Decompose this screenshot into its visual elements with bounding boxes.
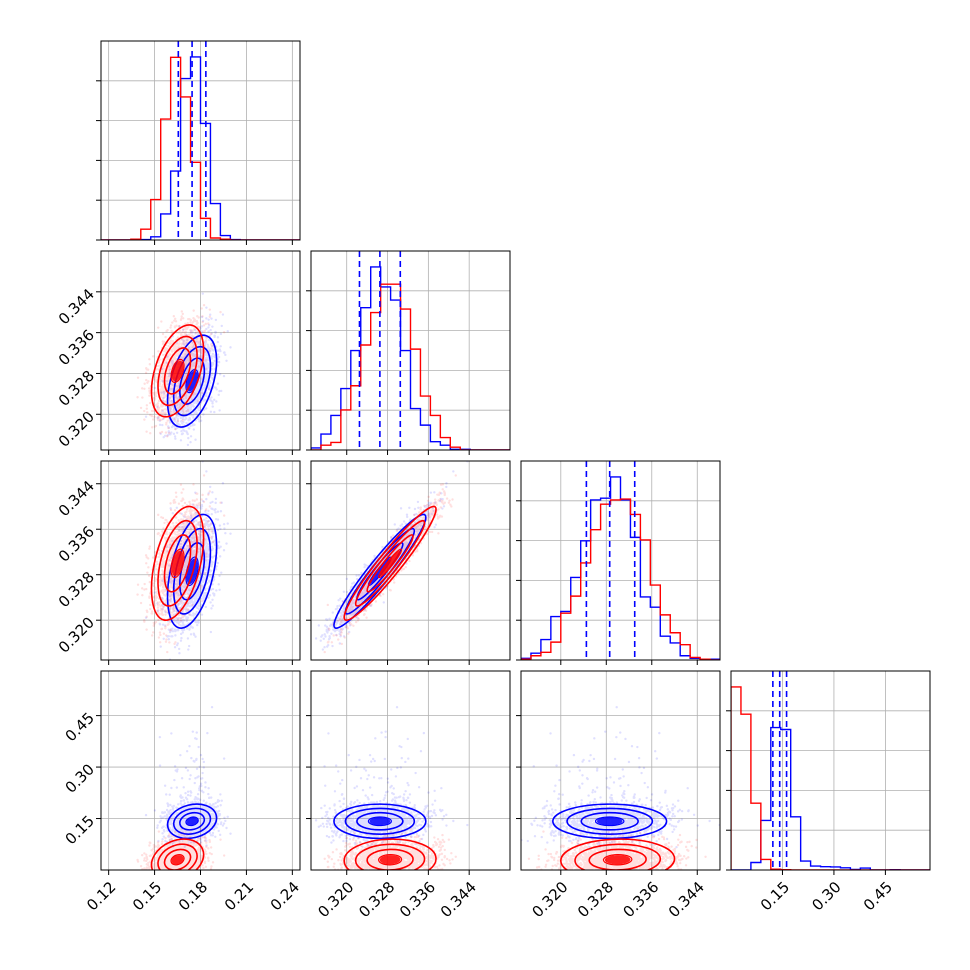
- contour-series-1-level-2: [157, 335, 198, 407]
- y-tick-label: 0.344: [55, 477, 98, 520]
- contour-series-1-level-2: [574, 843, 662, 870]
- x-tick-label: 0.328: [574, 878, 617, 921]
- histogram-panel-0: [96, 40, 301, 245]
- scatter-panel-1-0: [96, 250, 301, 455]
- contour-series-1-level-0: [602, 853, 633, 866]
- histogram-series-0: [521, 476, 720, 660]
- contour-series-1-level-2: [354, 519, 426, 607]
- x-tick-label: 0.336: [619, 878, 662, 921]
- contour-series-1-level-1: [366, 534, 414, 593]
- contour-series-0-level-1: [580, 811, 639, 831]
- contour-series-0-level-2: [566, 807, 654, 835]
- y-tick-label: 0.320: [55, 613, 98, 656]
- histogram-panel-1: [306, 250, 511, 455]
- x-tick-label: 0.15: [757, 878, 793, 914]
- contour-series-0-level-3: [166, 803, 218, 840]
- scatter-panel-3-0: [96, 670, 301, 875]
- y-tick-label: 0.320: [55, 408, 98, 451]
- contour-series-0-level-0: [185, 816, 199, 827]
- x-tick-label: 0.344: [437, 878, 480, 921]
- x-tick-label: 0.24: [267, 878, 303, 914]
- x-tick-label: 0.30: [808, 878, 844, 914]
- y-tick-label: 0.45: [62, 709, 98, 745]
- contour-series-1-level-0: [170, 548, 185, 579]
- scatter-panel-2-1: [306, 460, 511, 665]
- histogram-series-1: [311, 283, 510, 450]
- x-tick-label: 0.320: [528, 878, 571, 921]
- x-tick-label: 0.336: [396, 878, 439, 921]
- contour-series-0-level-1: [179, 811, 206, 831]
- scatter-panel-2-0: [96, 460, 301, 665]
- contour-series-1-level-2: [157, 843, 198, 870]
- y-tick-label: 0.30: [62, 760, 98, 796]
- histogram-panel-2: [516, 460, 721, 665]
- contour-series-1-level-0: [378, 853, 403, 866]
- y-tick-label: 0.328: [55, 568, 98, 611]
- contour-series-0-level-2: [344, 807, 416, 835]
- contour-series-1-level-0: [170, 853, 185, 866]
- x-tick-label: 0.12: [83, 878, 119, 914]
- contour-series-1-level-3: [560, 838, 676, 870]
- histogram-series-1: [101, 56, 300, 240]
- y-tick-label: 0.336: [55, 523, 98, 566]
- contour-series-1-level-3: [343, 838, 437, 870]
- x-tick-label: 0.45: [860, 878, 896, 914]
- scatter-panel-3-2: [516, 670, 721, 875]
- x-tick-label: 0.21: [221, 878, 257, 914]
- y-tick-label: 0.328: [55, 367, 98, 410]
- histogram-series-1: [731, 686, 930, 870]
- contour-series-1-level-1: [163, 534, 192, 593]
- contour-series-0-level-2: [172, 807, 212, 835]
- contour-series-0-level-3: [552, 803, 668, 840]
- contour-series-1-level-2: [354, 843, 426, 870]
- contour-series-0-level-0: [367, 816, 392, 827]
- contour-series-0-level-1: [356, 811, 404, 831]
- contour-series-1-level-3: [150, 505, 205, 621]
- x-tick-label: 0.320: [314, 878, 357, 921]
- y-tick-label: 0.344: [55, 285, 98, 328]
- histogram-panel-3: [726, 670, 931, 875]
- contour-series-1-level-1: [163, 848, 192, 870]
- contour-series-1-level-0: [170, 358, 185, 383]
- contour-series-1-level-3: [150, 838, 205, 870]
- contour-series-1-level-3: [343, 505, 437, 621]
- y-tick-label: 0.15: [62, 812, 98, 848]
- x-tick-label: 0.344: [665, 878, 708, 921]
- contour-series-1-level-1: [163, 347, 192, 395]
- x-tick-label: 0.18: [175, 878, 211, 914]
- x-tick-label: 0.15: [129, 878, 165, 914]
- x-tick-label: 0.328: [355, 878, 398, 921]
- histogram-series-1: [521, 498, 720, 660]
- contour-series-1-level-2: [157, 519, 198, 607]
- scatter-panel-3-1: [306, 670, 511, 875]
- contour-series-1-level-3: [150, 324, 205, 418]
- y-tick-label: 0.336: [55, 326, 98, 369]
- contour-series-1-level-0: [378, 548, 403, 579]
- contour-series-0-level-0: [594, 816, 625, 827]
- contour-series-0-level-3: [333, 803, 427, 840]
